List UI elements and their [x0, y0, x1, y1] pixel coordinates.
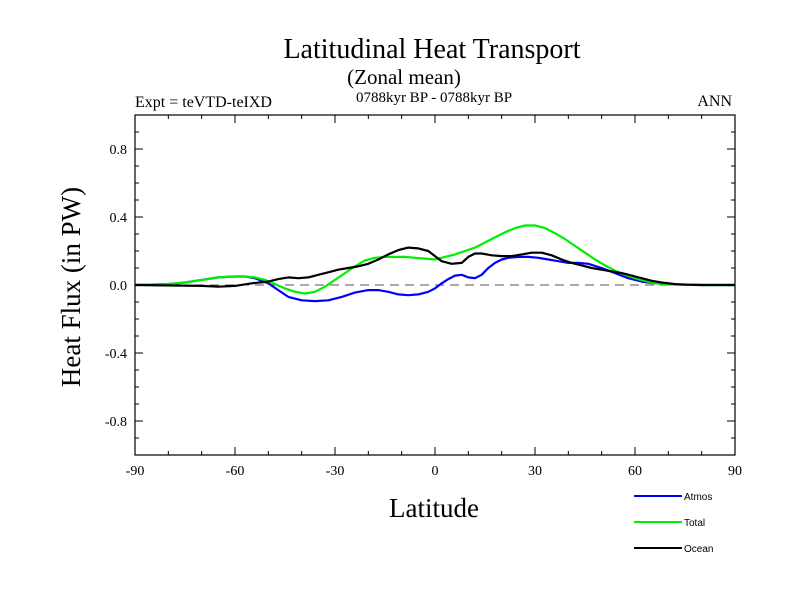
legend-label-ocean: Ocean	[684, 544, 713, 555]
x-tick-label: -90	[126, 464, 145, 479]
y-tick-label: -0.8	[105, 415, 127, 430]
y-tick-label: -0.4	[105, 347, 127, 362]
series-line-total	[134, 224, 735, 295]
period-label: 0788kyr BP - 0788kyr BP	[356, 90, 512, 106]
x-tick-label: 60	[628, 464, 642, 479]
y-tick-label: 0.0	[110, 279, 128, 294]
legend: Atmos Total Ocean	[634, 492, 713, 555]
x-tick-label: 0	[432, 464, 439, 479]
y-tick-label: 0.4	[110, 211, 128, 226]
y-axis-title: Heat Flux (in PW)	[56, 187, 86, 387]
x-axis-title: Latitude	[389, 493, 479, 523]
experiment-label: Expt = teVTD-teIXD	[135, 94, 272, 111]
x-tick-label: 90	[728, 464, 742, 479]
x-tick-label: -60	[226, 464, 245, 479]
legend-label-total: Total	[684, 518, 705, 529]
season-label: ANN	[697, 93, 732, 110]
y-tick-label: 0.8	[110, 143, 128, 158]
plot-area: -90 -60 -30 0 30 60 90 -0.8 -0.4 0.0 0.4 0.8	[105, 114, 742, 479]
chart-title: Latitudinal Heat Transport	[283, 34, 580, 65]
series-line-atmos	[134, 255, 735, 303]
legend-label-atmos: Atmos	[684, 492, 712, 503]
series-line-ocean	[134, 246, 735, 288]
chart-subtitle: (Zonal mean)	[347, 65, 461, 89]
x-tick-label: -30	[326, 464, 345, 479]
x-tick-label: 30	[528, 464, 542, 479]
